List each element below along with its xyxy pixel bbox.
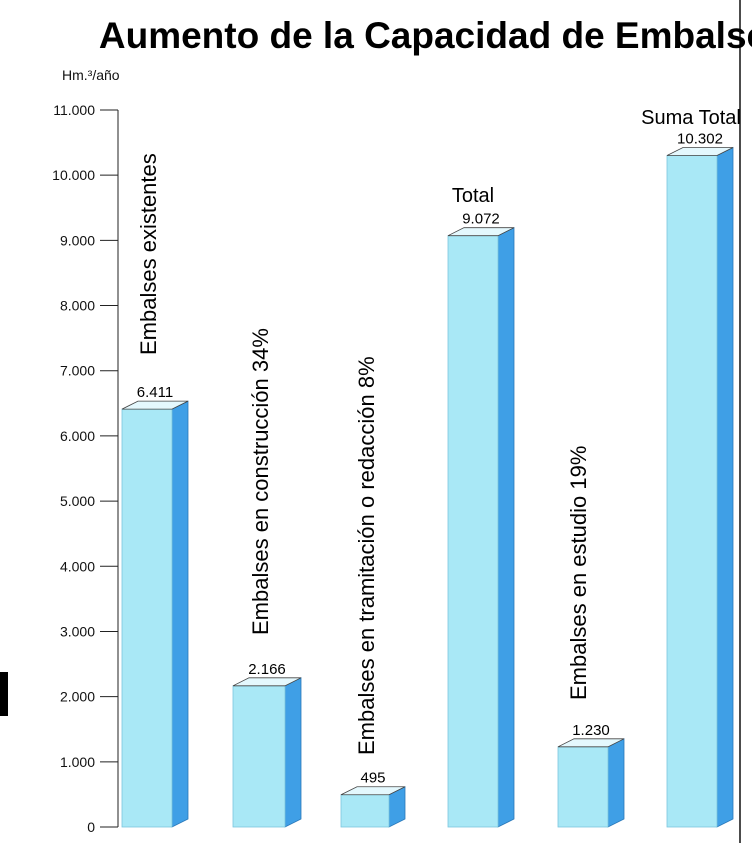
y-tick-label: 9.000: [60, 232, 95, 248]
category-label: Embalses en estudio 19%: [566, 446, 591, 700]
bars: [121, 146, 734, 828]
y-tick-label: 6.000: [60, 428, 95, 444]
y-tick-label: 0: [87, 819, 95, 835]
category-label: Suma Total: [641, 107, 741, 129]
bar: [447, 235, 499, 828]
data-label: 2.166: [248, 661, 286, 678]
data-label: 10.302: [677, 130, 723, 147]
bar: [121, 408, 173, 828]
bar-top: [447, 227, 515, 237]
category-label: Embalses existentes: [136, 153, 161, 355]
data-label: 1.230: [572, 722, 610, 739]
bar-top: [666, 147, 734, 156]
data-label: 6.411: [137, 384, 173, 401]
y-tick-label: 3.000: [60, 623, 95, 639]
y-tick-label: 10.000: [52, 167, 95, 183]
bar: [340, 794, 390, 828]
bar-side: [171, 400, 189, 828]
bar-side: [497, 227, 515, 828]
y-tick-label: 1.000: [60, 754, 95, 770]
bar-top: [340, 786, 406, 796]
edge-marker: [0, 672, 8, 716]
bar-side: [284, 677, 302, 828]
bar-side: [607, 738, 625, 828]
bar: [557, 746, 609, 828]
category-label: Embalses en tramitación o redacción 8%: [354, 356, 379, 755]
y-tick-label: 8.000: [60, 298, 95, 314]
bar-top: [232, 677, 302, 687]
chart-title: Aumento de la Capacidad de Embalse: [99, 15, 752, 56]
bar: [232, 685, 286, 828]
y-tick-label: 4.000: [60, 558, 95, 574]
y-tick-label: 11.000: [53, 102, 95, 118]
bar-top: [121, 400, 189, 410]
y-axis: 0 1.000 2.000 3.000 4.000 5.000 6.000 7.000 8.00…: [52, 102, 119, 835]
labels: 6.411 2.166 495 9.072 1.230 10.302 Embalses ex…: [136, 107, 741, 787]
bar: [666, 155, 718, 828]
bar-side: [716, 146, 734, 828]
data-label: 495: [360, 770, 385, 787]
y-tick-label: 7.000: [60, 363, 95, 379]
data-label: 9.072: [462, 211, 500, 228]
category-label: Embalses en construcción 34%: [248, 328, 273, 635]
bar-top: [557, 738, 625, 748]
category-label: Total: [452, 185, 494, 207]
y-tick-label: 2.000: [60, 689, 95, 705]
y-tick-label: 5.000: [60, 493, 95, 509]
y-axis-unit: Hm.³/año: [62, 67, 120, 83]
